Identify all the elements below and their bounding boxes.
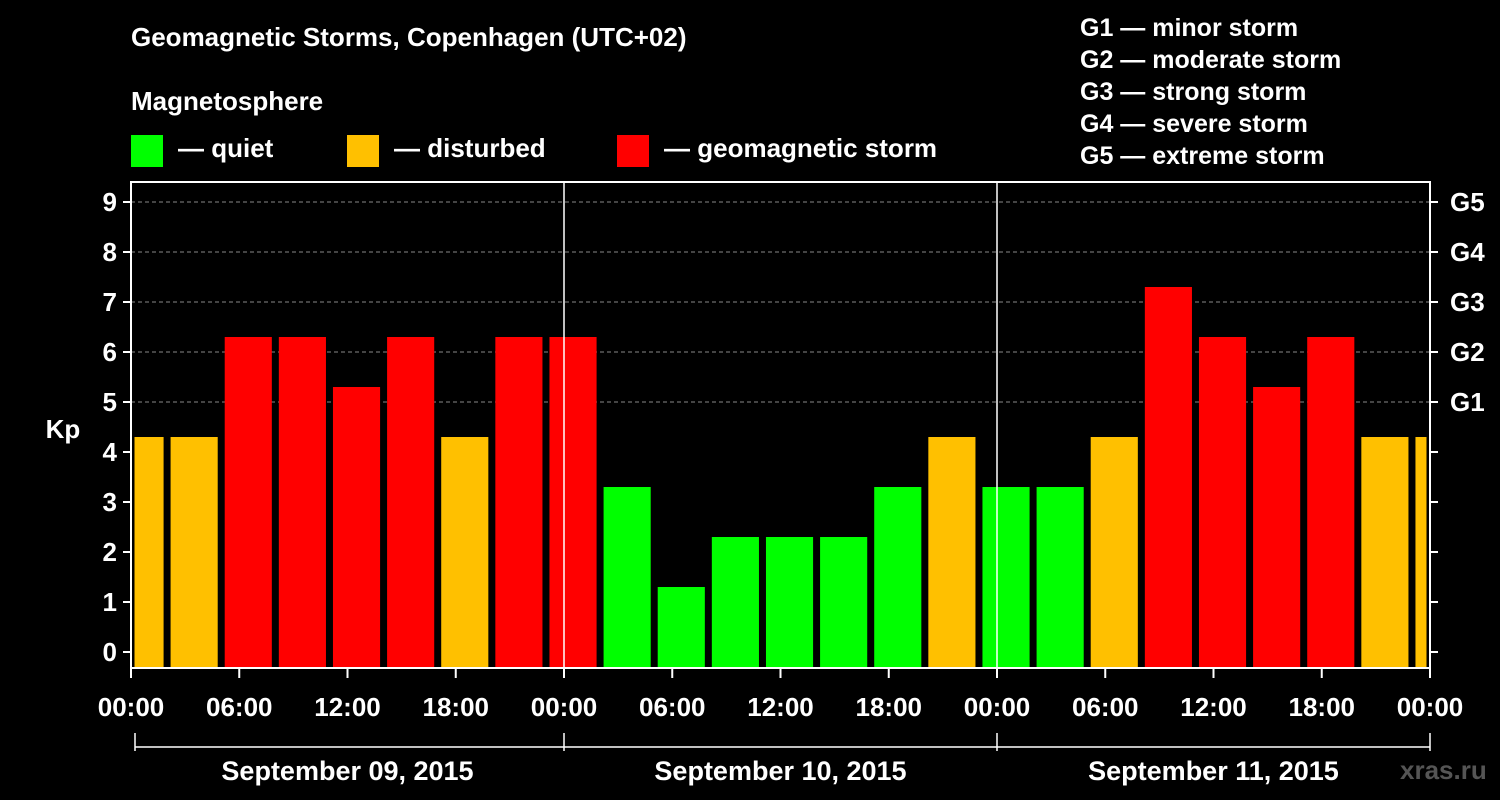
x-tick-label: 18:00 [856,692,923,722]
watermark: xras.ru [1400,755,1487,785]
g-scale-label: G5 [1450,187,1485,217]
legend-swatch-disturbed [347,135,379,167]
g-scale-label: G4 [1450,237,1485,267]
g-scale-label: G3 [1450,287,1485,317]
legend-swatch-quiet [131,135,163,167]
x-tick-label: 06:00 [1072,692,1139,722]
kp-bar [928,437,976,668]
y-tick-label: 4 [103,437,118,467]
kp-bar [765,537,814,668]
kp-bar [657,587,705,668]
kp-bar [1090,437,1138,668]
kp-bar [1144,287,1192,668]
x-tick-label: 00:00 [1397,692,1464,722]
kp-bar [278,337,326,668]
day-label: September 11, 2015 [1088,756,1339,786]
x-tick-label: 12:00 [1180,692,1247,722]
kp-bar [603,487,651,668]
legend-label-disturbed: — disturbed [394,133,546,163]
x-tick-label: 12:00 [747,692,814,722]
y-tick-label: 8 [103,237,117,267]
legend-label-storm: — geomagnetic storm [664,133,938,163]
x-tick-label: 00:00 [531,692,598,722]
kp-bar [711,537,759,668]
y-tick-label: 6 [103,337,117,367]
y-tick-label: 7 [103,287,117,317]
kp-bar [1307,337,1355,668]
kp-bar [332,387,381,668]
y-tick-label: 2 [103,537,117,567]
kp-bar [1415,437,1427,668]
kp-bar [820,537,868,668]
kp-bar [874,487,922,668]
kp-bar [1036,487,1084,668]
x-tick-label: 06:00 [639,692,706,722]
g-legend-g5: G5 — extreme storm [1080,142,1325,170]
x-tick-label: 12:00 [314,692,381,722]
kp-bar [224,337,272,668]
kp-bar [982,487,1030,668]
y-tick-label: 1 [103,587,117,617]
kp-bar [495,337,543,668]
x-tick-label: 00:00 [98,692,165,722]
kp-bar [1361,437,1409,668]
x-tick-label: 06:00 [206,692,273,722]
kp-bar [441,437,489,668]
kp-bar [1198,337,1247,668]
kp-bar [549,337,597,668]
g-legend-g4: G4 — severe storm [1080,110,1308,138]
g-legend-g3: G3 — strong storm [1080,78,1307,106]
kp-bar [170,437,218,668]
chart-title: Geomagnetic Storms, Copenhagen (UTC+02) [131,22,687,52]
y-tick-label: 3 [103,487,117,517]
legend-swatch-storm [617,135,649,167]
x-tick-label: 18:00 [1289,692,1356,722]
g-legend-g2: G2 — moderate storm [1080,46,1342,74]
y-tick-label: 5 [103,387,117,417]
day-label: September 09, 2015 [221,756,473,786]
kp-bar [387,337,435,668]
x-tick-label: 00:00 [964,692,1031,722]
g-scale-label: G1 [1450,387,1485,417]
kp-bar [1253,387,1301,668]
day-label: September 10, 2015 [654,756,906,786]
g-legend-g1: G1 — minor storm [1080,14,1299,42]
kp-bar [134,437,164,668]
y-axis-label: Kp [46,414,81,444]
x-tick-label: 18:00 [423,692,490,722]
g-scale-label: G2 [1450,337,1485,367]
magnetosphere-label: Magnetosphere [131,86,324,116]
y-tick-label: 0 [103,637,117,667]
y-tick-label: 9 [103,187,117,217]
legend-label-quiet: — quiet [178,133,274,163]
